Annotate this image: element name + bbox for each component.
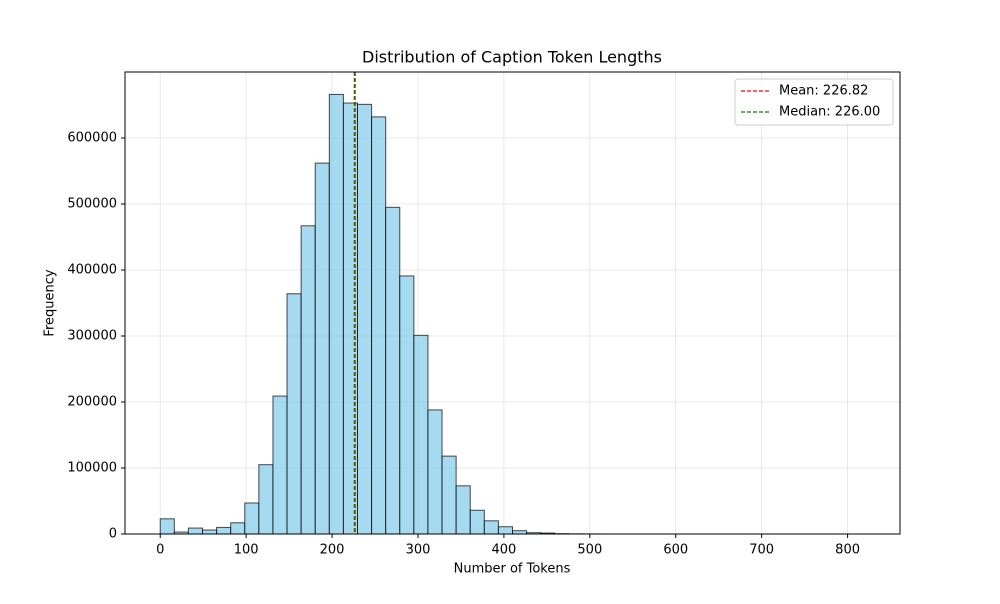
bar [273, 396, 287, 534]
bar [188, 528, 202, 534]
bar [231, 523, 245, 534]
legend-label: Mean: 226.82 [779, 84, 868, 99]
bar [470, 510, 484, 534]
chart-title: Distribution of Caption Token Lengths [362, 48, 662, 67]
bar [245, 503, 259, 534]
legend-label: Median: 226.00 [779, 105, 880, 120]
bar [287, 294, 301, 534]
y-tick-label: 400000 [67, 263, 117, 278]
x-tick-label: 600 [663, 543, 688, 558]
y-tick-label: 100000 [67, 461, 117, 476]
y-tick-label: 300000 [67, 329, 117, 344]
x-tick-label: 100 [234, 543, 259, 558]
bar [414, 335, 428, 534]
bar [329, 94, 343, 534]
y-tick-label: 500000 [67, 197, 117, 212]
bar [301, 226, 315, 534]
y-tick-label: 600000 [67, 131, 117, 146]
x-tick-label: 400 [491, 543, 516, 558]
bar [400, 276, 414, 534]
bar [442, 456, 456, 534]
bar [217, 527, 231, 534]
x-axis-label: Number of Tokens [454, 562, 571, 577]
y-tick-label: 200000 [67, 395, 117, 410]
bar [484, 521, 498, 534]
x-tick-label: 200 [320, 543, 345, 558]
bar [203, 530, 217, 534]
bar [259, 465, 273, 534]
y-tick-label: 0 [109, 527, 117, 542]
x-tick-label: 0 [156, 543, 164, 558]
bar [358, 104, 372, 534]
y-axis-label: Frequency [43, 269, 58, 336]
x-tick-label: 700 [749, 543, 774, 558]
bar [428, 410, 442, 534]
x-tick-label: 500 [577, 543, 602, 558]
x-tick-label: 300 [406, 543, 431, 558]
plot-frame [125, 72, 900, 534]
bar [386, 207, 400, 534]
bar [315, 163, 329, 534]
bar [498, 527, 512, 534]
bar [372, 117, 386, 534]
bar [160, 519, 174, 534]
bar [456, 486, 470, 534]
x-tick-label: 800 [835, 543, 860, 558]
